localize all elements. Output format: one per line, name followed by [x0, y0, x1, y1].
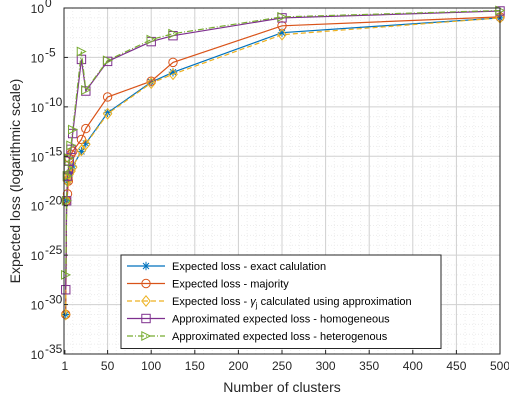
y-tick-label: 10	[31, 150, 45, 164]
x-tick-label: 150	[185, 359, 205, 373]
legend-swatch-marker	[141, 330, 152, 342]
series-5-point	[61, 195, 72, 206]
y-tick-exponent: -30	[45, 293, 63, 307]
legend-item: Approximated expected loss - heterogenou…	[127, 330, 388, 343]
x-axis-label: Number of clusters	[223, 379, 340, 395]
legend-item: Expected loss - γj calculated using appr…	[127, 295, 412, 310]
y-tick-exponent: -15	[45, 144, 63, 158]
y-tick-exponent: 0	[45, 0, 52, 10]
legend-label: Expected loss - γj calculated using appr…	[172, 296, 412, 310]
series-2-line	[65, 16, 501, 315]
series-1-point	[103, 108, 112, 117]
series-5-point	[66, 140, 77, 151]
legend-label: Approximated expected loss - homogeneous	[172, 314, 390, 326]
x-tick-label: 450	[446, 359, 466, 373]
y-tick-label: 10	[31, 249, 45, 263]
y-tick-label: 10	[31, 348, 45, 362]
y-tick-exponent: -25	[45, 243, 63, 257]
legend-label: Expected loss - exact calulation	[172, 261, 326, 273]
x-tick-label: 500	[490, 359, 509, 373]
x-tick-label: 250	[272, 359, 292, 373]
series-2-point	[146, 76, 156, 86]
series-5-point	[168, 28, 179, 39]
y-tick-label: 10	[31, 200, 45, 214]
legend-swatch-marker	[141, 313, 151, 324]
series-1-point	[147, 77, 156, 87]
legend-swatch-marker	[141, 278, 151, 289]
series-5-point	[81, 85, 92, 96]
series-5-point	[277, 11, 288, 22]
legend-box	[120, 254, 442, 349]
y-tick-exponent: -20	[45, 194, 63, 208]
legend-item: Expected loss - exact calulation	[127, 261, 326, 273]
series-layer	[60, 5, 506, 321]
series-3-point	[76, 144, 87, 157]
legend-label: Approximated expected loss - heterogenou…	[172, 331, 388, 343]
legend: Expected loss - exact calulation Expected…	[120, 254, 442, 349]
y-tick-exponent: -10	[45, 95, 63, 109]
x-axis-ticks: 1 50 100 150 200 250 300 350 400 450 500	[62, 350, 509, 373]
x-tick-label: 100	[141, 359, 161, 373]
series-5-line	[65, 9, 501, 275]
series-3-point	[102, 107, 113, 120]
x-tick-label: 400	[403, 359, 423, 373]
series-3-point	[60, 308, 71, 321]
series-5-point	[61, 269, 72, 280]
series-3-point	[168, 68, 178, 81]
y-axis-label: Expected loss (logarithmic scale)	[7, 79, 23, 284]
y-tick-label: 10	[31, 2, 45, 16]
series-1-point	[81, 139, 90, 148]
series-5-point	[146, 34, 157, 45]
legend-item: Approximated expected loss - homogeneous	[127, 314, 390, 326]
series-2-point	[168, 57, 178, 68]
y-tick-label: 10	[31, 299, 45, 313]
series-1-point	[77, 147, 86, 156]
series-5-point	[64, 153, 75, 164]
series-2-point	[102, 92, 113, 102]
y-tick-exponent: -35	[45, 342, 63, 356]
series-3-point	[277, 28, 287, 41]
series-5-point	[62, 171, 73, 182]
x-tick-label: 200	[228, 359, 248, 373]
y-tick-exponent: -5	[45, 45, 56, 59]
y-tick-label: 10	[31, 101, 45, 115]
series-5	[61, 5, 506, 280]
legend-item: Expected loss - majority	[127, 279, 289, 291]
x-tick-label: 300	[316, 359, 336, 373]
x-tick-label: 1	[62, 359, 69, 373]
series-5-point	[68, 124, 79, 135]
series-5-point	[102, 55, 113, 66]
series-2-point	[81, 123, 91, 134]
legend-swatch-marker	[141, 295, 151, 307]
series-1-point	[277, 28, 287, 37]
legend-label: Expected loss - majority	[172, 279, 289, 291]
series-4-point	[61, 285, 71, 295]
y-tick-label: 10	[31, 51, 45, 65]
x-tick-label: 50	[101, 359, 115, 373]
legend-swatch-marker	[141, 261, 151, 271]
series-1-point	[168, 68, 178, 77]
x-tick-label: 350	[359, 359, 379, 373]
series-3-point	[80, 138, 91, 151]
series-5-point	[76, 46, 87, 57]
series-3-point	[146, 77, 157, 90]
